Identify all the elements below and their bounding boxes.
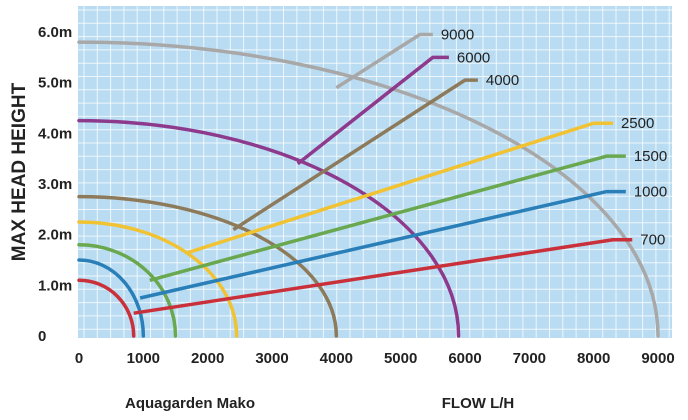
x-tick-labels: 0 1000 2000 3000 4000 5000 6000 7000 8000 9000 [75, 350, 675, 367]
x-tick-label: 3000 [255, 350, 288, 367]
series-leader-1500 [149, 154, 626, 282]
series-leader-4000 [232, 78, 478, 232]
series-curve-4000 [77, 194, 339, 338]
series-labels: 9000 6000 4000 2500 1500 1000 700 [441, 27, 667, 249]
x-tick-label: 9000 [641, 350, 674, 367]
x-tick-label: 5000 [384, 350, 417, 367]
y-tick-label: 1.0m [38, 277, 72, 294]
x-tick-label: 6000 [448, 350, 481, 367]
grid [78, 6, 672, 338]
series-curve-2500 [77, 220, 239, 338]
y-tick-label: 4.0m [38, 125, 72, 142]
series-label-700: 700 [640, 232, 665, 249]
series-curve-700 [77, 278, 136, 338]
series-curve-9000 [77, 40, 660, 338]
series-curve-1000 [77, 258, 146, 338]
series-leader-6000 [296, 55, 449, 166]
series-label-lines [133, 32, 633, 315]
series-leader-2500 [187, 121, 613, 255]
x-axis-title: FLOW L/H [442, 395, 514, 412]
y-tick-label: 2.0m [38, 227, 72, 244]
y-axis-title: MAX HEAD HEIGHT [9, 82, 30, 261]
x-tick-label: 8000 [577, 350, 610, 367]
x-tick-label: 1000 [127, 350, 160, 367]
series-label-1500: 1500 [634, 148, 667, 165]
series-label-9000: 9000 [441, 27, 474, 44]
x-tick-label: 2000 [191, 350, 224, 367]
series-leader-9000 [335, 32, 433, 90]
y-tick-label: 6.0m [38, 24, 72, 41]
product-caption: Aquagarden Mako [125, 395, 255, 412]
series-label-4000: 4000 [486, 72, 519, 89]
series-leader-1000 [139, 189, 626, 300]
y-tick-label: 0 [38, 328, 46, 345]
series-leader-700 [133, 237, 633, 315]
series-curves [77, 40, 660, 338]
series-label-1000: 1000 [634, 184, 667, 201]
x-tick-label: 0 [75, 350, 83, 367]
y-tick-label: 5.0m [38, 75, 72, 92]
y-tick-label: 3.0m [38, 176, 72, 193]
series-label-2500: 2500 [621, 115, 654, 132]
series-curve-6000 [77, 118, 461, 338]
series-curve-1500 [77, 243, 178, 338]
x-tick-label: 7000 [513, 350, 546, 367]
x-tick-label: 4000 [320, 350, 353, 367]
y-tick-labels: 0 1.0m 2.0m 3.0m 4.0m 5.0m 6.0m [38, 24, 72, 345]
plot-background [78, 6, 672, 338]
series-label-6000: 6000 [457, 49, 490, 66]
